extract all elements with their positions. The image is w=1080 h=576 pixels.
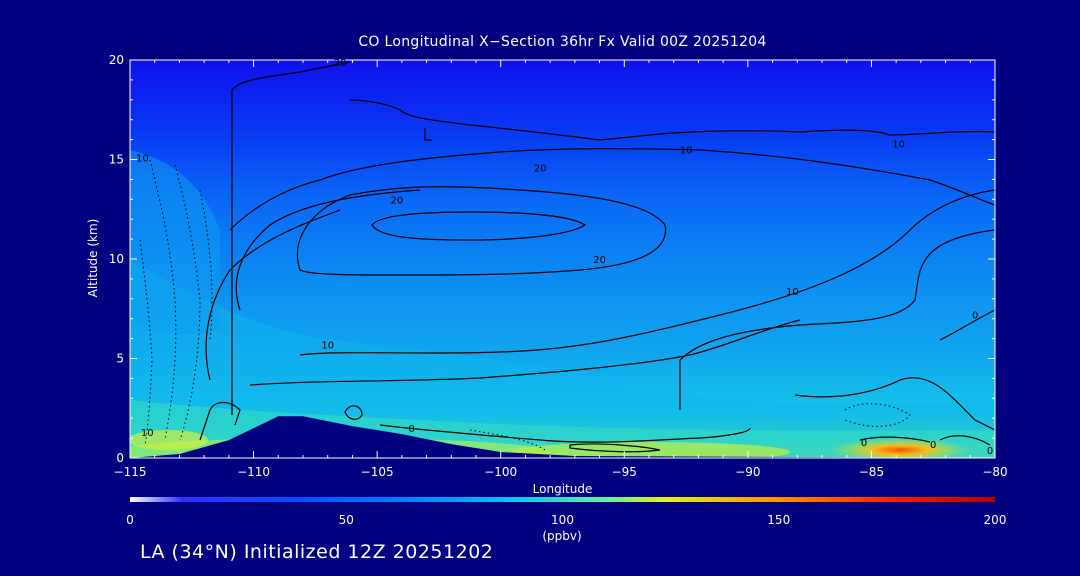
contour-label: 0 — [930, 440, 936, 451]
contour-label: 0 — [972, 311, 978, 322]
colorbar-tick-label: 150 — [767, 513, 790, 527]
contour-label: 20 — [334, 58, 347, 69]
terrain-profile — [130, 416, 995, 458]
contour-label: 10 — [680, 146, 693, 157]
x-tick-label: −80 — [982, 465, 1007, 479]
western-co-layer — [130, 150, 220, 335]
x-tick-label: −95 — [612, 465, 637, 479]
colorbar-tick-label: 100 — [551, 513, 574, 527]
surface-co-band-central — [510, 442, 790, 458]
y-axis: 0 5 10 15 20 — [109, 53, 995, 465]
contour-label: 10 — [321, 341, 334, 352]
contour-label-group: 20 10 10 10 20 20 20 10 10 0 0 10 0 0 0 — [136, 58, 993, 457]
contour-label: 0 — [861, 438, 867, 449]
lower-co-layer — [130, 260, 995, 458]
footer-text: LA (34°N) Initialized 12Z 20251202 — [140, 541, 494, 563]
contour-label: 10 — [136, 154, 149, 165]
y-tick-label: 15 — [109, 153, 124, 167]
colorbar-tick-label: 50 — [339, 513, 354, 527]
surface-co-band-far-west — [130, 430, 208, 450]
x-tick-label: −85 — [859, 465, 884, 479]
plot-area — [130, 60, 995, 458]
colorbar-tick-label: 0 — [126, 513, 134, 527]
contour-label: 10 — [141, 428, 154, 439]
colorbar-axis: 0 50 100 150 200 — [126, 513, 1006, 527]
y-tick-label: 10 — [109, 252, 124, 266]
contour-label: 20 — [534, 163, 547, 174]
surface-co-hotspot — [830, 438, 970, 458]
y-tick-label: 5 — [116, 352, 124, 366]
x-tick-label: −90 — [735, 465, 760, 479]
contour-label: 0 — [987, 446, 993, 457]
x-axis-title: Longitude — [532, 482, 593, 496]
y-tick-label: 0 — [116, 451, 124, 465]
colorbar-tick-label: 200 — [984, 513, 1007, 527]
contour-lines — [199, 61, 995, 453]
x-axis: −115 −110 −105 −100 −95 −90 −85 −80 — [114, 60, 1008, 479]
contour-label: 10 — [786, 287, 799, 298]
y-tick-label: 20 — [109, 53, 124, 67]
colorbar — [130, 497, 995, 502]
contour-label: 20 — [593, 255, 606, 266]
x-tick-label: −105 — [361, 465, 394, 479]
contour-label: 20 — [391, 195, 404, 206]
x-tick-label: −100 — [484, 465, 517, 479]
x-tick-label: −115 — [114, 465, 147, 479]
chart-title: CO Longitudinal X−Section 36hr Fx Valid … — [358, 34, 767, 50]
colorbar-unit: (ppbv) — [542, 529, 581, 543]
contour-label: 10 — [892, 140, 905, 151]
dotted-contours — [139, 159, 911, 451]
x-tick-label: −110 — [237, 465, 270, 479]
contour-label: 0 — [409, 424, 415, 435]
